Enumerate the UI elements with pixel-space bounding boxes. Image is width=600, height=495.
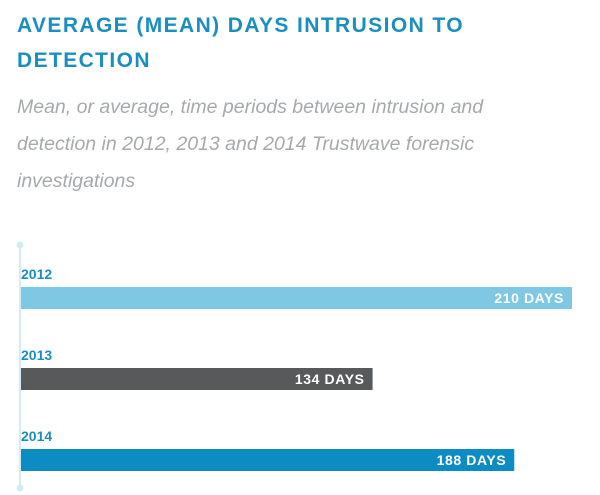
axis-top-dot <box>16 241 24 249</box>
chart-title: AVERAGE (MEAN) DAYS INTRUSION TO DETECTI… <box>17 14 464 72</box>
value-label: 210 DAYS <box>494 290 564 306</box>
value-label: 188 DAYS <box>437 452 507 468</box>
bar <box>21 287 572 309</box>
axis-bottom-dot <box>16 484 24 492</box>
category-label: 2013 <box>21 347 52 363</box>
bar <box>21 368 373 390</box>
category-label: 2012 <box>21 266 52 282</box>
chart-subtitle: Mean, or average, time periods between i… <box>17 96 484 192</box>
value-label: 134 DAYS <box>295 371 365 387</box>
bar <box>21 449 515 471</box>
category-label: 2014 <box>21 428 52 444</box>
